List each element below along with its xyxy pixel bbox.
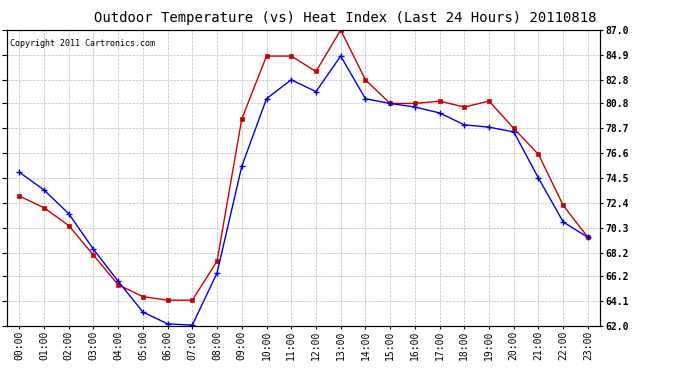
Text: Copyright 2011 Cartronics.com: Copyright 2011 Cartronics.com bbox=[10, 39, 155, 48]
Text: Outdoor Temperature (vs) Heat Index (Last 24 Hours) 20110818: Outdoor Temperature (vs) Heat Index (Las… bbox=[94, 11, 596, 25]
